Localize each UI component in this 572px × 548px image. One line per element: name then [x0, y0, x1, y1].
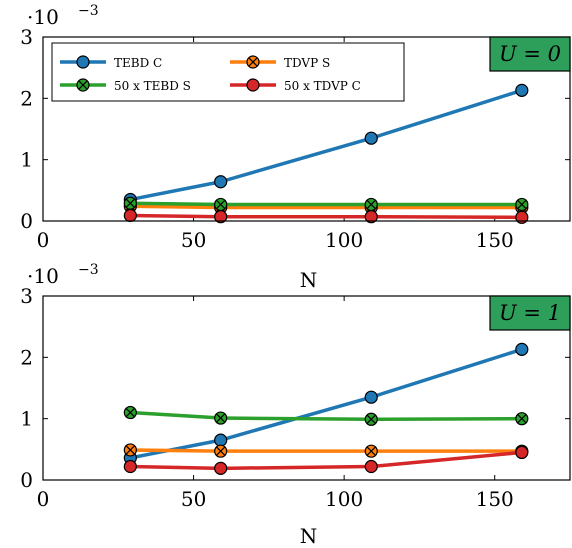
- series-markers: [123, 83, 529, 224]
- series-line-4: [130, 450, 522, 471]
- legend-marker-4: [246, 78, 260, 92]
- data-point-s1-3: [364, 390, 378, 404]
- data-point-s2-3-cross-b: [366, 446, 376, 456]
- x-axis-label: N: [300, 268, 318, 292]
- y-tick-label: 3: [20, 25, 33, 49]
- legend-box: [51, 42, 405, 102]
- y-tick-label: 1: [20, 148, 33, 172]
- x-axis-label: N: [300, 524, 318, 548]
- legend-label-2: TDVP S: [284, 56, 330, 70]
- panel-tag-box: [489, 36, 571, 72]
- y-exponent-label: ·10: [27, 5, 59, 29]
- data-point-s2-2-cross-b: [216, 446, 226, 456]
- series-line-2: [130, 448, 522, 453]
- y-tick-label: 1: [20, 407, 33, 431]
- y-exponent-superscript: −3: [78, 3, 99, 19]
- data-point-s1-4: [515, 83, 529, 97]
- y-tick-label: 0: [20, 209, 33, 233]
- y-tick-label: 0: [20, 468, 33, 492]
- legend-marker-3-cross-b: [78, 80, 88, 90]
- data-point-s1-3: [364, 131, 378, 145]
- legend-marker-1: [76, 55, 90, 69]
- x-tick-label: 50: [181, 228, 206, 252]
- panel-tag-box: [489, 295, 571, 331]
- data-point-s4-2: [214, 210, 228, 224]
- series-line-3: [130, 201, 522, 207]
- legend-label-1: TEBD C: [114, 56, 162, 70]
- series-lines: [129, 88, 523, 220]
- data-point-s4-1: [123, 459, 137, 474]
- series-line-1: [129, 347, 523, 460]
- x-tick-label: 0: [37, 228, 50, 252]
- series-line-3: [130, 410, 522, 422]
- y-tick-label: 2: [20, 345, 33, 369]
- data-point-s3-2-cross-b: [216, 199, 226, 210]
- series-markers: [123, 342, 529, 475]
- data-point-s2-1-cross-b: [125, 445, 135, 455]
- legend-label-4: 50 x TDVP C: [284, 79, 361, 93]
- data-point-s3-2-cross-b: [216, 413, 226, 423]
- data-point-s3-3-cross-b: [366, 199, 376, 210]
- data-point-s4-4: [515, 210, 529, 224]
- x-tick-label: 0: [37, 487, 50, 511]
- x-tick-label: 150: [476, 487, 514, 511]
- x-tick-label: 100: [325, 487, 363, 511]
- y-tick-label: 2: [20, 86, 33, 110]
- data-point-s3-4-cross-b: [517, 199, 527, 210]
- plot-frame: [42, 36, 571, 222]
- data-point-s4-3: [364, 210, 378, 224]
- x-tick-label: 50: [181, 487, 206, 511]
- legend-label-3: 50 x TEBD S: [114, 79, 191, 93]
- chart-panel-2: 0 50 100 150 0 1 2 3·10 −3 N U = 1: [20, 262, 571, 548]
- panel-tag-label: U = 1: [499, 301, 561, 325]
- data-point-s3-1-cross-b: [125, 407, 135, 418]
- data-point-s4-4: [515, 445, 529, 459]
- data-point-s4-2: [214, 461, 228, 475]
- data-point-s1-2: [214, 175, 228, 189]
- legend-marker-2-cross-b: [248, 57, 258, 67]
- plot-frame: [42, 295, 571, 481]
- y-exponent-superscript: −3: [78, 262, 99, 278]
- data-point-s3-1-cross-b: [125, 198, 135, 208]
- data-point-s1-4: [515, 342, 529, 356]
- data-point-s4-3: [364, 459, 378, 474]
- x-tick-label: 100: [325, 228, 363, 252]
- data-point-s4-1: [123, 208, 137, 223]
- series-line-1: [129, 88, 523, 202]
- series-line-2: [130, 204, 522, 210]
- series-lines: [129, 347, 523, 471]
- data-point-s3-4-cross-b: [517, 414, 527, 424]
- y-tick-label: 3: [20, 284, 33, 308]
- series-line-4: [130, 213, 522, 220]
- panel-tag-label: U = 0: [499, 42, 561, 66]
- x-tick-label: 150: [476, 228, 514, 252]
- data-point-s3-3-cross-b: [366, 414, 376, 424]
- y-exponent-label: ·10: [27, 264, 59, 288]
- data-point-s1-2: [214, 433, 228, 447]
